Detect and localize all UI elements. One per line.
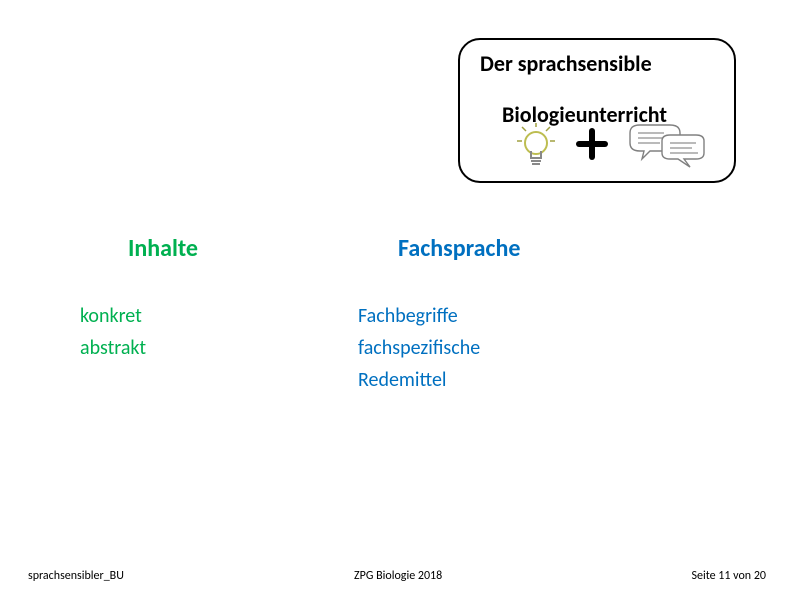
plus-icon [579, 131, 605, 157]
footer-left: sprachsensibler_BU [28, 569, 124, 583]
title-box: Der sprachsensible Biologieunterricht [458, 38, 736, 183]
title-line-1: Der sprachsensible [480, 50, 720, 79]
list-fachsprache: Fachbegriffe fachspezifische Redemittel [358, 300, 480, 396]
footer-right: Seite 11 von 20 [691, 569, 766, 583]
idea-plus-speech-doodle [512, 123, 712, 169]
list-item: fachspezifische [358, 332, 480, 364]
lightbulb-icon [517, 123, 555, 164]
list-item: konkret [80, 300, 146, 332]
footer-center: ZPG Biologie 2018 [354, 569, 442, 583]
list-item: abstrakt [80, 332, 146, 364]
speech-bubbles-icon [630, 125, 704, 167]
heading-inhalte: Inhalte [128, 234, 198, 263]
list-inhalte: konkret abstrakt [80, 300, 146, 364]
list-item: Fachbegriffe [358, 300, 480, 332]
heading-fachsprache: Fachsprache [398, 234, 520, 263]
list-item: Redemittel [358, 364, 480, 396]
